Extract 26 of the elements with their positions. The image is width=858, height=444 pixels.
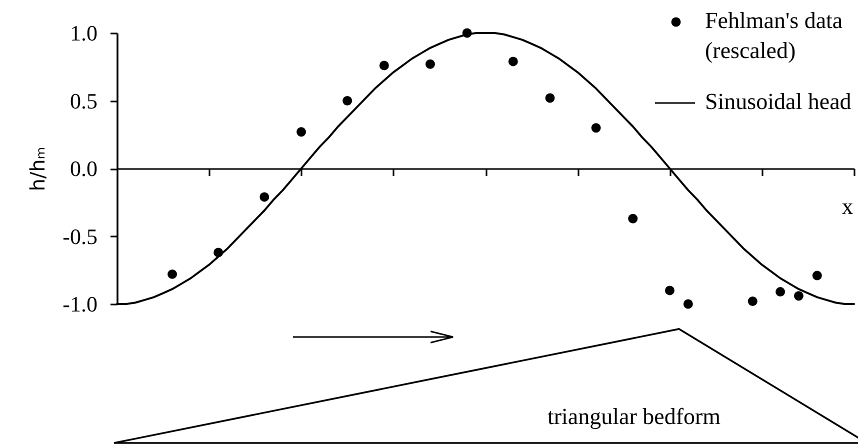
y-tick-label: -1.0 xyxy=(62,292,98,316)
point xyxy=(628,214,638,224)
point xyxy=(508,56,518,66)
point xyxy=(812,270,822,280)
point xyxy=(425,59,435,69)
point xyxy=(776,287,786,297)
point xyxy=(591,123,601,133)
point xyxy=(748,296,758,306)
point xyxy=(342,96,352,106)
y-tick-label: -0.5 xyxy=(62,224,98,249)
y-tick-label: 0.0 xyxy=(70,156,98,181)
legend-label: Sinusoidal head xyxy=(705,89,852,114)
point xyxy=(665,286,674,296)
point xyxy=(545,93,555,103)
x-axis-title: x xyxy=(842,194,854,219)
point xyxy=(683,299,693,309)
y-axis-title: h/hₘ xyxy=(26,146,50,192)
point xyxy=(296,127,306,137)
point xyxy=(379,60,389,70)
y-tick-label: 0.5 xyxy=(70,88,98,114)
point xyxy=(794,291,804,301)
legend-label: Fehlman's data (rescaled) xyxy=(705,8,843,63)
text: triangular bedform xyxy=(547,404,721,429)
point xyxy=(168,269,178,279)
point xyxy=(260,192,270,202)
y-tick-label: 1.0 xyxy=(70,20,98,46)
